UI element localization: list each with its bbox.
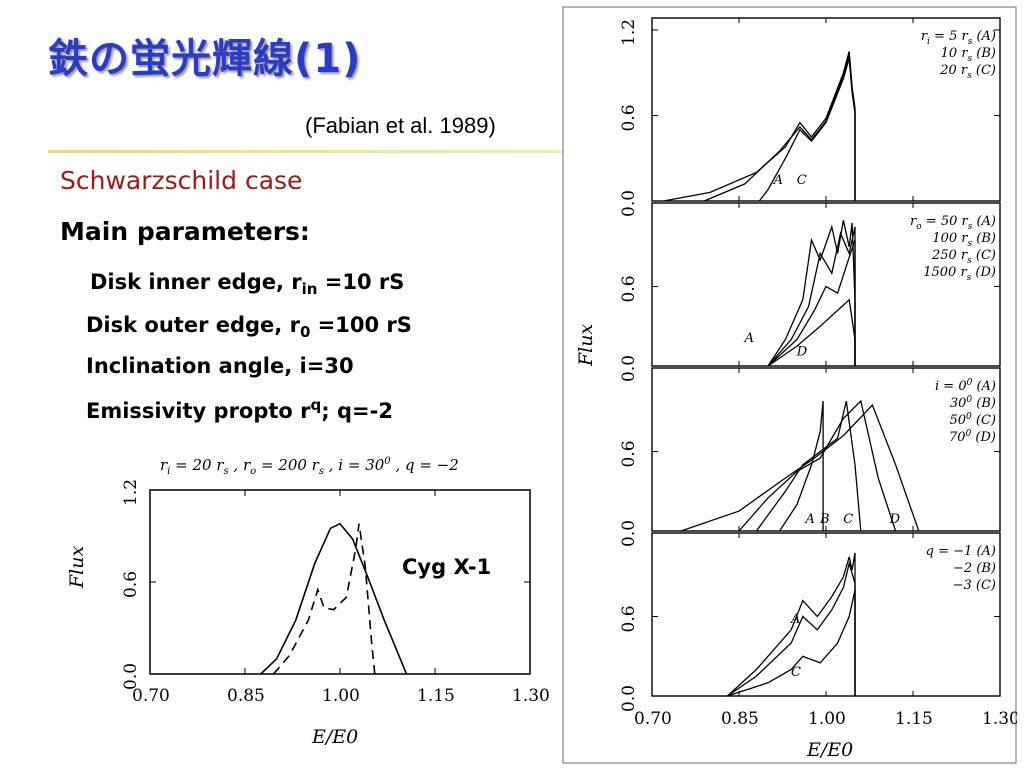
- left-chart-ylabel: Flux: [66, 546, 88, 589]
- cyg-x1-label: Cyg X-1: [402, 555, 492, 579]
- panel-legend-entry: 20 rs (C): [939, 63, 996, 81]
- panel-legend-entry: ro = 50 rs (A): [910, 214, 996, 232]
- panel-ytick-label: 0.6: [619, 275, 639, 302]
- panel-1: 0.0 0.6 1.2 A Cri = 5 rs (A)10 rs (B)20 rs (…: [619, 17, 1001, 217]
- left-xtick-label: 1.30: [512, 686, 550, 706]
- slide-title: 鉄の蛍光輝線(1): [48, 36, 362, 82]
- panel-legend-entry: 700 (D): [949, 429, 996, 445]
- panel-3-series-A: [779, 401, 824, 532]
- panel-legend-entry: 10 rs (B): [941, 46, 996, 64]
- citation: (Fabian et al. 1989): [305, 113, 496, 138]
- panel-2-series-D: [767, 298, 856, 367]
- param-outer-edge-sub: 0: [299, 323, 311, 342]
- param-emissivity-sup: q: [310, 396, 322, 414]
- panel-legend-entry: 250 rs (C): [931, 248, 996, 266]
- left-xtick-label: 0.85: [227, 686, 265, 706]
- right-xtick-label: 1.00: [808, 709, 846, 729]
- figure-border: [562, 6, 1017, 764]
- left-series-solid-line: [260, 522, 408, 675]
- panel-4-series-A: [726, 552, 856, 697]
- param-outer-edge: Disk outer edge, r0 =100 rS: [86, 313, 412, 341]
- panel-legend-entry: −2 (B): [953, 561, 996, 576]
- disk-parameter-panels-chart: 0.00.61.2A Cri = 5 rs (A)10 rs (B)20 rs (…: [562, 6, 1017, 764]
- param-inclination: Inclination angle, i=30: [86, 354, 354, 378]
- panel-ytick-label: 0.0: [619, 520, 639, 547]
- left-xtick-label: 0.70: [132, 686, 170, 706]
- left-ytick-label: 0.6: [121, 571, 141, 598]
- left-series-dashed-line: [272, 523, 376, 675]
- panel-ytick-label: 0.6: [619, 605, 639, 632]
- param-emissivity-prefix: Emissivity propto r: [86, 399, 311, 423]
- panel-4-series-B: [727, 560, 856, 697]
- panel-3: 0.0 0.6 A B C Di = 00 (A)300 (B)500 (C)700 (D…: [619, 367, 1001, 547]
- param-inner-edge-sub: in: [301, 280, 318, 299]
- panel-4-series-C: [727, 589, 856, 697]
- right-xtick-label: 1.15: [895, 709, 933, 729]
- panel-ytick-label: 0.0: [619, 190, 639, 217]
- param-inner-edge: Disk inner edge, rin =10 rS: [90, 270, 404, 298]
- panel-4: 0.0 0.6 A Cq = −1 (A) −2 (B) −3 (C): [619, 532, 1001, 712]
- left-chart-frame: [149, 489, 531, 675]
- left-chart-xlabel: E/E0: [311, 726, 358, 748]
- panel-legend-entry: 100 rs (B): [932, 231, 996, 249]
- right-xtick-label: 0.85: [721, 709, 759, 729]
- panel-ytick-label: 0.6: [619, 440, 639, 467]
- panel-2-series-B: [767, 226, 856, 367]
- panel-legend-entry: 1500 rs (D): [923, 265, 996, 283]
- param-emissivity: Emissivity propto rq; q=-2: [86, 396, 393, 423]
- right-chart-ylabel: Flux: [575, 324, 597, 367]
- panel-ytick-label: 0.6: [619, 104, 639, 131]
- panel-ytick-label: 0.0: [619, 685, 639, 712]
- panel-curve-label: A: [790, 612, 800, 627]
- panel-2: 0.0 0.6 A Dro = 50 rs (A)100 rs (B)250 rs (…: [619, 202, 1001, 382]
- panel-ytick-label: 0.0: [619, 355, 639, 382]
- case-subtitle: Schwarzschild case: [60, 166, 303, 195]
- left-xtick-label: 1.15: [417, 686, 455, 706]
- param-inner-edge-prefix: Disk inner edge, r: [90, 270, 302, 294]
- panel-legend-entry: 500 (C): [949, 412, 996, 428]
- panel-legend-entry: −3 (C): [953, 578, 996, 593]
- panel-1-series-C: [758, 58, 856, 202]
- panel-curve-label: C: [791, 665, 801, 680]
- panel-legend-entry: ri = 5 rs (A): [921, 29, 996, 47]
- left-chart-title: ri = 20 rs , ro = 200 rs , i = 300 , q =…: [160, 456, 459, 477]
- param-outer-edge-prefix: Disk outer edge, r: [86, 313, 300, 337]
- panel-ytick-label: 1.2: [619, 19, 639, 46]
- panel-3-series-C: [738, 399, 897, 532]
- param-inner-edge-suffix: =10 rS: [317, 270, 405, 294]
- param-emissivity-suffix: ; q=-2: [321, 399, 393, 423]
- left-ytick-label: 1.2: [121, 479, 141, 506]
- left-ytick-label: 0.0: [121, 663, 141, 690]
- panel-2-series-C: [767, 239, 856, 367]
- cygx1-line-profile-chart: ri = 20 rs , ro = 200 rs , i = 300 , q =…: [66, 456, 550, 748]
- panel-curve-label: A: [744, 331, 754, 346]
- panel-legend-entry: 300 (B): [950, 395, 996, 411]
- param-outer-edge-suffix: =100 rS: [310, 313, 412, 337]
- panel-curve-label: C: [797, 173, 807, 188]
- panel-3-series-D: [680, 403, 920, 532]
- right-xtick-label: 0.70: [634, 709, 672, 729]
- panel-curve-label: A: [805, 512, 815, 527]
- panel-3-series-B: [755, 400, 862, 532]
- panel-curve-label: C: [843, 512, 853, 527]
- left-xtick-label: 1.00: [322, 686, 360, 706]
- panel-curve-label: A: [773, 173, 783, 188]
- panel-curve-label: D: [796, 344, 808, 359]
- panel-legend-entry: i = 00 (A): [935, 378, 996, 394]
- panel-legend-entry: q = −1 (A): [926, 544, 996, 559]
- title-divider: [48, 150, 588, 153]
- right-xtick-label: 1.30: [982, 709, 1017, 729]
- panel-curve-label: B: [819, 512, 830, 527]
- panel-curve-label: D: [889, 512, 901, 527]
- params-heading: Main parameters:: [60, 217, 310, 246]
- right-chart-xlabel: E/E0: [806, 739, 853, 761]
